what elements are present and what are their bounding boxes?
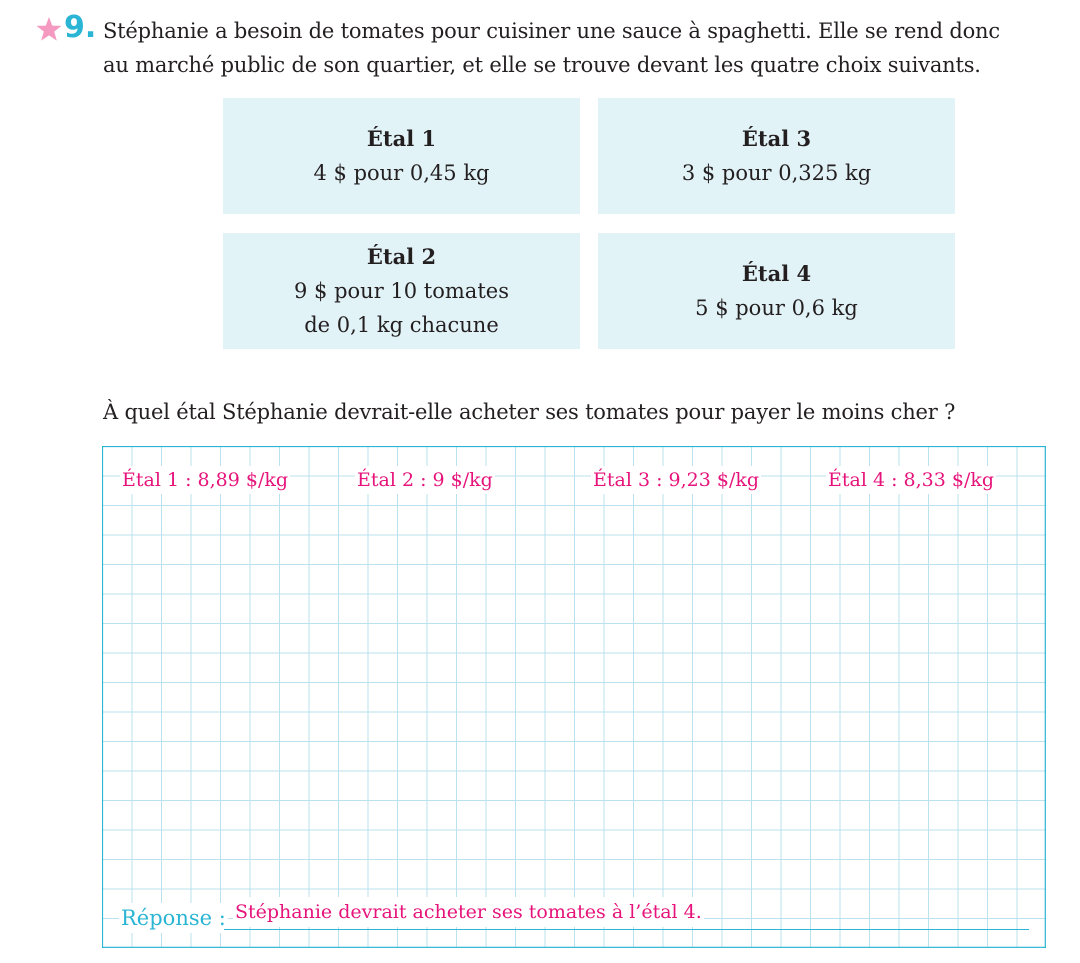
work-note-3: Étal 3 : 9,23 $/kg (591, 466, 762, 494)
stall-title: Étal 2 (366, 244, 437, 269)
stall-card-2: Étal 2 9 $ pour 10 tomates de 0,1 kg cha… (223, 233, 580, 349)
stall-price: 3 $ pour 0,325 kg (681, 161, 872, 185)
stall-title: Étal 3 (741, 126, 812, 151)
stall-card-3: Étal 3 3 $ pour 0,325 kg (598, 98, 955, 214)
star-icon (36, 17, 62, 41)
exercise-statement: Stéphanie a besoin de tomates pour cuisi… (103, 14, 1053, 82)
answer-text[interactable]: Stéphanie devrait acheter ses tomates à … (233, 897, 704, 927)
stall-price-detail: de 0,1 kg chacune (304, 313, 499, 337)
stall-title: Étal 4 (741, 261, 812, 286)
work-note-2: Étal 2 : 9 $/kg (355, 466, 495, 494)
stall-price: 4 $ pour 0,45 kg (313, 161, 490, 185)
question-marker: 9. (36, 10, 102, 46)
stall-price: 5 $ pour 0,6 kg (695, 296, 858, 320)
work-note-1: Étal 1 : 8,89 $/kg (120, 466, 291, 494)
answer-label: Réponse : (119, 903, 228, 933)
stall-card-1: Étal 1 4 $ pour 0,45 kg (223, 98, 580, 214)
work-grid (102, 446, 1046, 948)
answer-line (224, 929, 1029, 930)
statement-line: Stéphanie a besoin de tomates pour cuisi… (103, 19, 1000, 43)
question-text: À quel étal Stéphanie devrait-elle achet… (103, 400, 956, 424)
stall-price: 9 $ pour 10 tomates (294, 279, 509, 303)
exercise-number: 9. (64, 10, 97, 45)
stall-title: Étal 1 (366, 126, 437, 151)
statement-line: au marché public de son quartier, et ell… (103, 53, 981, 77)
work-note-4: Étal 4 : 8,33 $/kg (826, 466, 997, 494)
stall-card-4: Étal 4 5 $ pour 0,6 kg (598, 233, 955, 349)
grid-paper (102, 446, 1046, 948)
